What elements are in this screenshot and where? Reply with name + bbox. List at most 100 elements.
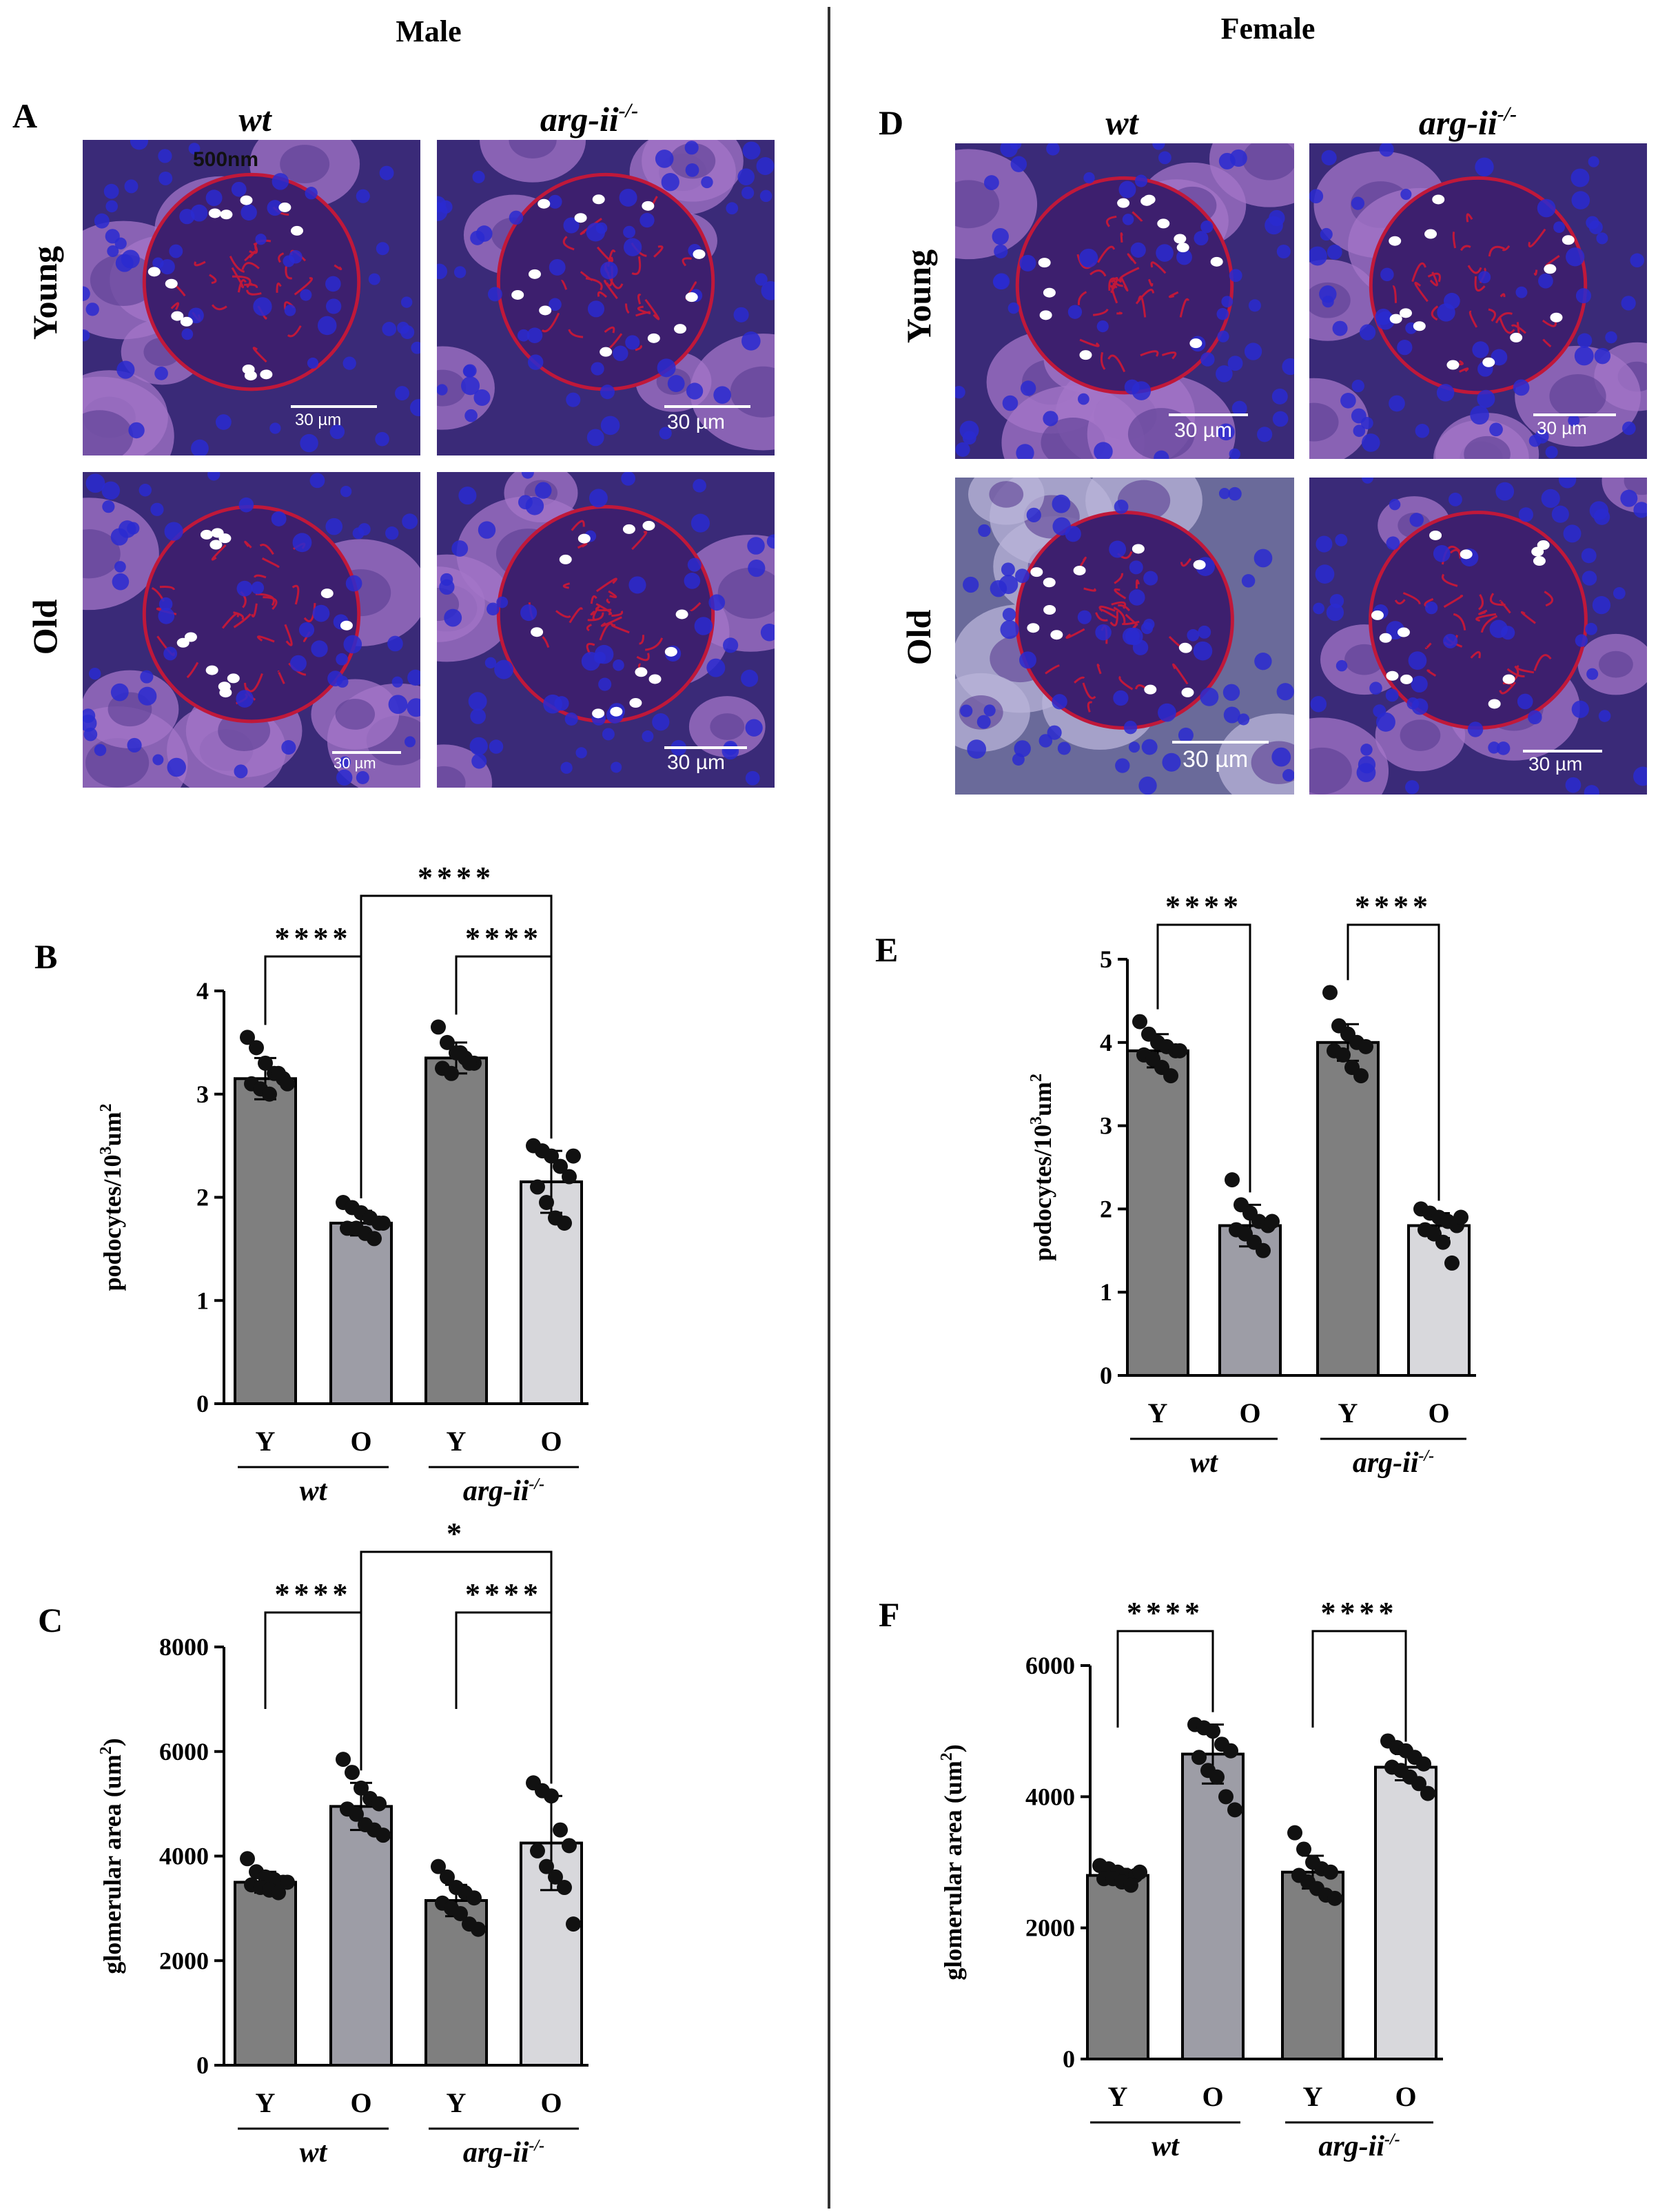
nucleus-shape [127,522,140,535]
capillary-shape [1116,311,1123,315]
panel-letter-D: D [879,103,903,142]
y-tick-label: 5 [1100,945,1112,973]
nucleus-shape [207,472,221,481]
nucleus-shape [188,143,201,154]
capillary-shape [251,603,258,617]
nucleus-shape [1320,227,1333,241]
nucleus-shape [759,190,772,203]
capillary-shape [246,289,262,296]
nucleus-shape [358,523,371,536]
capillary-shape [1460,245,1471,252]
podocyte-marker [1389,314,1402,324]
bar [424,1056,488,1406]
nucleus-shape [741,669,759,687]
nucleus-shape [1223,706,1240,724]
nucleus-shape [444,608,462,627]
data-point [557,1215,572,1231]
nucleus-shape [1332,320,1348,336]
data-point [349,1806,364,1822]
bar [329,1221,393,1405]
capillary-shape [170,302,180,311]
significance-label: **** [418,861,495,894]
capillary-shape [211,304,227,311]
nucleus-shape [1043,411,1058,427]
nucleus-shape [343,635,362,654]
capillary-shape [1500,293,1506,298]
y-axis-label: glomerular area (um2) [97,1738,126,1974]
capillary-shape [624,303,630,314]
capillary-shape [243,283,258,288]
nucleus-shape [1400,188,1412,201]
tubule-lumen [1599,651,1633,678]
data-point [1327,1890,1342,1906]
nucleus-shape [659,427,672,440]
podocyte-marker [1386,670,1399,681]
nucleus-shape [471,753,487,769]
significance-bracket [264,1611,362,1771]
nucleus-shape [1002,395,1019,411]
nucleus-shape [1449,492,1462,506]
nucleus-shape [1316,535,1333,553]
significance-label: **** [465,921,542,955]
nucleus-shape [713,386,731,404]
tubule-lumen [717,567,775,619]
group-label: wt [1152,2131,1180,2162]
capillary-shape [231,267,245,289]
nucleus-shape [181,328,194,340]
nucleus-shape [231,181,247,197]
capillary-shape [1442,573,1458,587]
nucleus-shape [575,747,587,759]
nucleus-shape [1138,776,1157,795]
nucleus-shape [1078,393,1089,405]
nucleus-shape [487,287,502,302]
nucleus-shape [1315,564,1335,584]
capillary-shape [1079,338,1100,347]
podocyte-marker [1537,540,1550,551]
nucleus-shape [305,187,318,200]
nucleus-shape [114,237,127,249]
podocyte-marker [1073,565,1086,575]
podocyte-marker [1157,218,1170,229]
tubule-lumen [1127,408,1195,459]
capillary-shape [1489,593,1506,606]
nucleus-shape [535,482,552,499]
nucleus-shape [611,761,622,773]
data-point [1411,1776,1426,1792]
nucleus-shape [387,635,403,652]
category-label: Y [256,2087,276,2118]
data-point [1358,1038,1373,1054]
panel-D-row-young: Young [899,249,938,343]
nucleus-shape [405,736,416,748]
capillary-shape [1392,285,1398,303]
y-tick-label: 1 [1100,1278,1112,1306]
nucleus-shape [1200,687,1219,706]
nucleus-shape [1541,489,1560,508]
capillary-shape [249,243,258,254]
nucleus-shape [1558,478,1577,489]
significance-label: **** [1127,1596,1204,1630]
nucleus-shape [325,298,342,314]
scalebar [1172,741,1269,744]
nucleus-shape [756,157,775,175]
nucleus-shape [1411,675,1428,693]
nucleus-shape [1095,624,1112,641]
data-point [539,1858,554,1874]
tubule-lumen [1464,436,1511,459]
data-point [367,1231,382,1247]
podocyte-marker [1179,643,1192,653]
nucleus-shape [745,770,760,786]
capillary-shape [597,291,608,298]
nucleus-shape [342,356,356,370]
nucleus-shape [1276,244,1291,259]
capillary-shape [1429,272,1438,287]
data-point [1353,1068,1369,1084]
podocyte-marker [220,209,233,220]
capillary-shape [1111,285,1118,304]
nucleus-shape [150,502,164,516]
y-tick-label: 2 [196,1184,209,1211]
micrograph-male-arg-young: 30 µm [437,140,775,455]
podocyte-marker [218,533,232,544]
capillary-shape [1120,232,1123,243]
capillary-shape [1480,615,1498,633]
